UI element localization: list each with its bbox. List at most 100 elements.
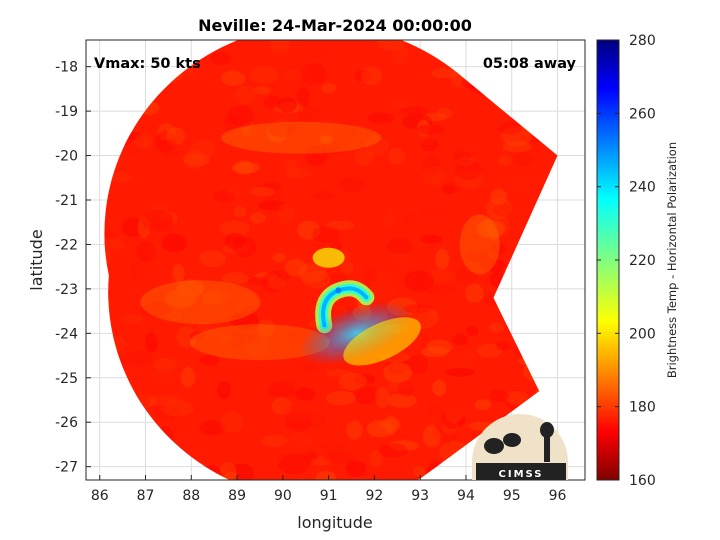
texture-cell — [268, 123, 296, 138]
texture-cell — [210, 51, 231, 65]
texture-cell — [422, 426, 442, 449]
texture-cell — [462, 349, 476, 361]
texture-cell — [172, 263, 185, 283]
texture-cell — [121, 314, 143, 324]
texture-cell — [364, 266, 378, 288]
texture-cell — [354, 149, 374, 166]
texture-cell — [353, 374, 375, 385]
texture-cell — [313, 191, 336, 200]
texture-cell — [325, 390, 356, 406]
eye-wall-core — [321, 286, 369, 328]
texture-cell — [134, 133, 153, 150]
texture-cell — [353, 386, 380, 405]
texture-cell — [250, 186, 276, 197]
texture-cell — [389, 98, 414, 109]
texture-cell — [400, 106, 429, 115]
texture-cell — [266, 123, 288, 143]
x-tick-label: 86 — [91, 488, 109, 504]
texture-cell — [338, 105, 364, 114]
texture-cell — [261, 382, 293, 392]
colorbar-ticks: 160 180 200 220 240 260 280 — [597, 33, 656, 489]
texture-cell — [421, 166, 447, 186]
texture-cell — [354, 69, 373, 82]
texture-cell — [321, 141, 350, 154]
texture-cell — [511, 152, 533, 166]
texture-cell — [236, 121, 262, 141]
colorbar-tick-label: 260 — [629, 106, 656, 122]
texture-cell — [217, 332, 230, 343]
texture-cell — [157, 123, 176, 141]
texture-cell — [367, 112, 394, 124]
texture-cell — [421, 155, 441, 176]
texture-cell — [464, 251, 491, 262]
vmax-annotation: Vmax: 50 kts — [94, 56, 201, 72]
spiral-band — [459, 214, 500, 275]
texture-cell — [315, 471, 336, 480]
y-tick-label: -20 — [55, 149, 78, 165]
texture-cell — [284, 258, 307, 277]
texture-cell — [249, 65, 280, 84]
texture-cell — [489, 389, 509, 402]
texture-cell — [432, 379, 447, 397]
texture-cell — [310, 456, 332, 466]
texture-cell — [506, 390, 530, 406]
texture-cell — [392, 253, 414, 271]
texture-cell — [231, 162, 260, 174]
colorbar-tick-label: 240 — [629, 180, 656, 196]
texture-cell — [243, 263, 261, 285]
texture-cell — [457, 156, 475, 166]
texture-cell — [454, 159, 481, 180]
texture-cell — [268, 381, 295, 399]
texture-cell — [229, 463, 254, 480]
texture-cell — [482, 214, 510, 237]
texture-cell — [153, 404, 182, 420]
y-tick-label: -27 — [55, 460, 78, 476]
texture-cell — [378, 443, 409, 458]
texture-cell — [445, 368, 475, 377]
y-tick-label: -21 — [55, 193, 78, 209]
texture-cell — [417, 124, 446, 135]
texture-cell — [158, 211, 179, 226]
texture-cell — [302, 412, 327, 428]
texture-cell — [312, 225, 340, 244]
texture-cell — [234, 85, 257, 105]
texture-cell — [298, 262, 327, 284]
texture-cell — [417, 119, 430, 138]
texture-cell — [162, 400, 194, 417]
texture-cell — [486, 197, 513, 220]
texture-cell — [282, 404, 314, 422]
texture-cell — [278, 453, 310, 474]
texture-cell — [295, 387, 316, 401]
texture-cell — [489, 322, 505, 333]
texture-cell — [322, 144, 341, 153]
texture-cell — [222, 242, 251, 255]
texture-cell — [176, 326, 198, 348]
texture-cell — [184, 313, 206, 322]
texture-cell — [497, 123, 523, 135]
texture-cell — [422, 112, 448, 122]
texture-cell — [392, 44, 409, 67]
texture-cell — [323, 451, 355, 464]
texture-cell — [230, 312, 259, 329]
texture-cell — [300, 362, 318, 373]
texture-cell — [284, 410, 312, 432]
colorbar: 160 180 200 220 240 260 280 Brightness Temp - … — [596, 33, 679, 489]
texture-cell — [156, 218, 174, 233]
texture-cell — [387, 393, 417, 408]
texture-cell — [388, 440, 419, 452]
texture-cell — [369, 449, 383, 468]
colorbar-tick-label: 280 — [629, 33, 656, 49]
texture-cell — [285, 167, 312, 179]
texture-cell — [441, 418, 459, 435]
texture-cell — [219, 220, 250, 237]
texture-cell — [408, 354, 429, 374]
texture-cell — [305, 145, 328, 167]
texture-cell — [340, 260, 354, 275]
texture-cell — [302, 277, 317, 288]
texture-cell — [364, 136, 390, 157]
x-tick-label: 90 — [274, 488, 292, 504]
spiral-band — [140, 280, 261, 325]
texture-cell — [278, 421, 298, 439]
texture-cell — [272, 253, 286, 263]
texture-cell — [408, 234, 428, 248]
